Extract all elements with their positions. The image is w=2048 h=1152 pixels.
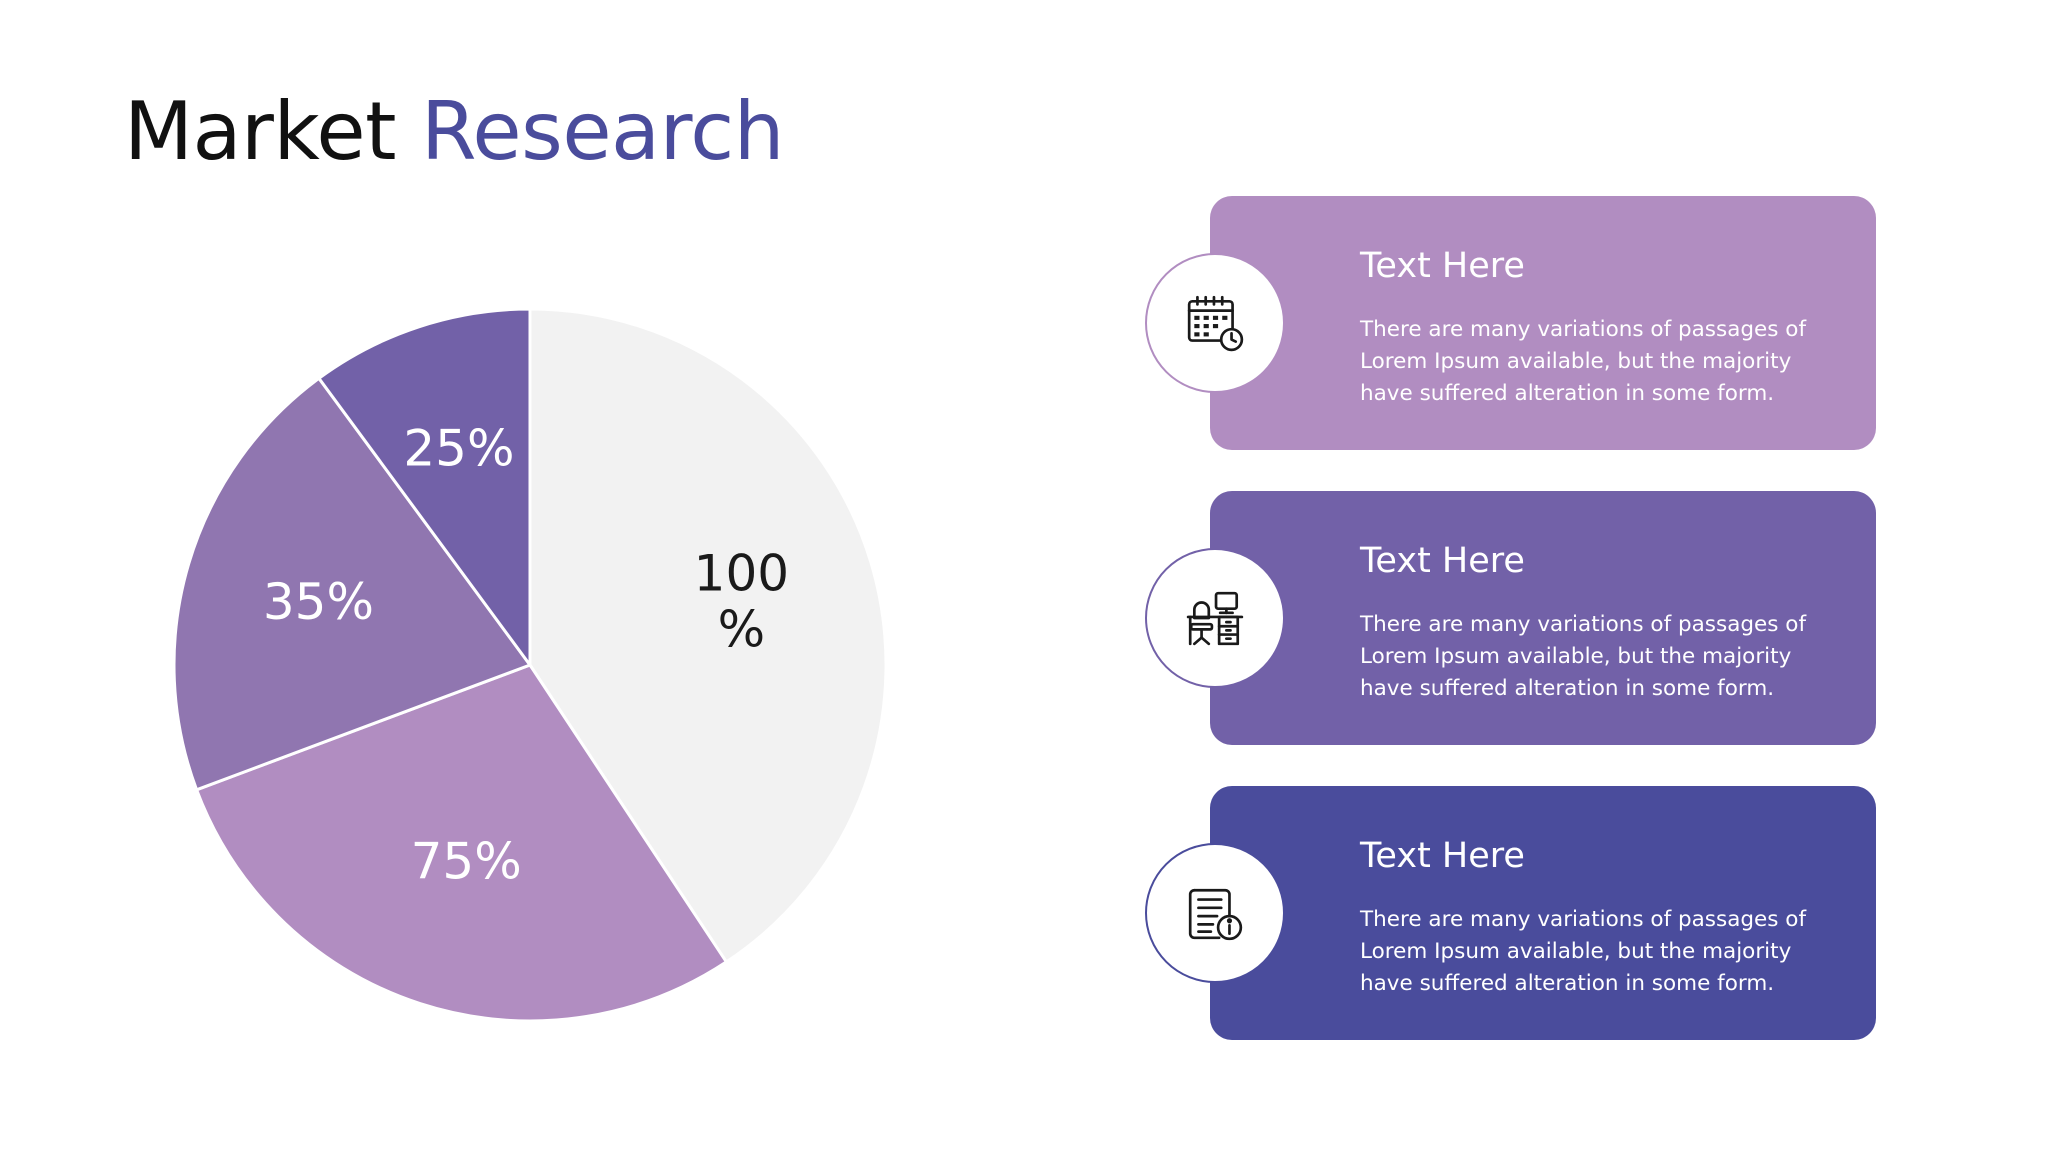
title-part-market: Market (124, 85, 397, 178)
pie-chart: 100% 75% 35% 25% (0, 0, 1000, 1152)
card-title: Text Here (1360, 246, 1525, 286)
card-1-icon-badge (1145, 253, 1285, 393)
card-title: Text Here (1360, 836, 1525, 876)
card-body: There are many variations of passages of… (1360, 907, 1807, 996)
pie-slice-label-3: 35% (263, 573, 374, 631)
workspace-desk-icon (1186, 591, 1244, 646)
card-2-icon-badge (1145, 548, 1285, 688)
pie-slice-2 (194, 663, 729, 1023)
pie-slice-3 (172, 376, 533, 792)
pie-slice-label-1: 100% (694, 544, 789, 658)
page-title: Market Research (124, 88, 784, 176)
info-card-1: Text Here There are many variations of p… (1210, 196, 1876, 450)
info-card-3: Text Here There are many variations of p… (1210, 786, 1876, 1040)
pie-slice-label-2: 75% (411, 832, 522, 890)
document-info-icon (1188, 888, 1243, 941)
card-body: There are many variations of passages of… (1360, 317, 1807, 406)
card-title: Text Here (1360, 541, 1525, 581)
pie-slice-label-4: 25% (403, 420, 514, 478)
card-3-icon-badge (1145, 843, 1285, 983)
pie-slice-4 (316, 307, 532, 670)
pie-chart-svg: 100 % 75% 35% 25% (172, 307, 888, 1023)
info-card-2: Text Here There are many variations of p… (1210, 491, 1876, 745)
card-body: There are many variations of passages of… (1360, 612, 1807, 701)
calendar-clock-icon (1187, 295, 1244, 352)
title-part-research: Research (420, 85, 784, 178)
